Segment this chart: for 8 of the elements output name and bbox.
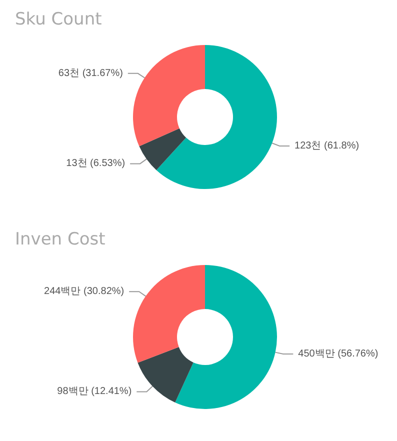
data-label: 450백만 (56.76%) bbox=[298, 348, 378, 360]
data-label: 98백만 (12.41%) bbox=[57, 386, 132, 398]
data-label: 13천 (6.53%) bbox=[66, 158, 126, 170]
chart-title: Sku Count bbox=[15, 10, 102, 30]
data-label: 123천 (61.8%) bbox=[294, 140, 360, 152]
data-label: 63천 (31.67%) bbox=[58, 68, 123, 79]
chart-title: Inven Cost bbox=[15, 230, 106, 250]
data-label: 244백만 (30.82%) bbox=[44, 286, 124, 298]
